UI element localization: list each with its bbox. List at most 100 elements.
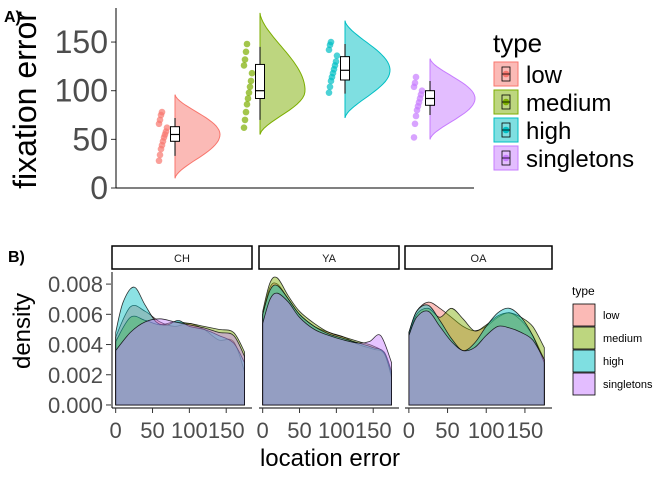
density-area-singletons: [115, 318, 245, 406]
legend-item-singletons: singletons: [493, 145, 634, 173]
panel-b-x-axis-title: location error: [260, 445, 400, 472]
x-tick-label: 150: [208, 418, 245, 443]
density-area-singletons: [408, 310, 545, 406]
data-point: [242, 48, 250, 56]
legend-item-high: high: [572, 349, 624, 373]
legend-swatch: [572, 303, 596, 327]
facet-OA: OA 0 50 100 150: [403, 245, 553, 443]
legend-label: high: [603, 356, 624, 368]
raincloud-low: [155, 94, 221, 179]
data-point: [326, 83, 334, 91]
data-point: [248, 69, 256, 77]
legend-label: low: [603, 310, 620, 322]
panel-a-y-axis-title: fixation error: [7, 11, 43, 189]
legend-item-low: low: [493, 61, 563, 89]
legend-label: singletons: [526, 146, 634, 173]
data-point: [241, 116, 249, 124]
density-half-violin: [259, 12, 306, 135]
panel-a-y-ticks: 0 50 100 150: [55, 24, 116, 206]
y-tick-label: 0.002: [48, 363, 103, 388]
panel-a-plot-area: [155, 12, 476, 179]
y-tick-label: 0.004: [48, 333, 103, 358]
data-point: [156, 151, 164, 159]
x-tick-label: 0: [257, 418, 269, 443]
density-area-high: [262, 284, 392, 406]
density-half-violin: [174, 94, 221, 179]
data-point: [333, 52, 341, 59]
x-tick-label: 50: [287, 418, 311, 443]
y-tick-label: 0.006: [48, 302, 103, 327]
panel-a-label: A): [4, 9, 21, 26]
legend-item-singletons: singletons: [572, 372, 653, 396]
legend-item-low: low: [572, 303, 620, 327]
data-point: [411, 120, 419, 128]
data-point: [240, 124, 248, 131]
x-tick-label: 100: [468, 418, 505, 443]
data-point: [155, 157, 163, 165]
x-tick-label: 50: [435, 418, 459, 443]
data-point: [332, 58, 340, 65]
data-point: [412, 73, 420, 81]
x-tick-label: 150: [355, 418, 392, 443]
raincloud-singletons: [410, 58, 476, 141]
data-point: [418, 87, 426, 95]
y-tick-label: 50: [72, 121, 108, 157]
data-point: [247, 77, 255, 85]
legend-swatch: [572, 326, 596, 350]
data-point: [241, 56, 249, 63]
density-half-violin: [344, 20, 391, 119]
facet-strip: [111, 245, 253, 270]
x-tick-label: 0: [403, 418, 415, 443]
legend-swatch: [572, 372, 596, 396]
legend-item-high: high: [493, 117, 571, 145]
y-tick-label: 0: [90, 170, 108, 206]
legend-swatch: [572, 349, 596, 373]
density-half-violin: [429, 58, 476, 140]
density-area-low: [115, 304, 245, 406]
data-point: [242, 108, 250, 116]
panel-b-y-axis-title: density: [9, 293, 36, 369]
panel-a-legend-title: type: [493, 28, 542, 58]
x-tick-label: 50: [140, 418, 164, 443]
data-point: [327, 38, 335, 46]
y-tick-label: 0.008: [48, 272, 103, 297]
data-point: [410, 134, 418, 141]
data-point: [243, 101, 251, 108]
facet-strip-label: CH: [174, 253, 190, 265]
x-tick-label: 150: [507, 418, 544, 443]
density-area-low: [262, 282, 392, 406]
data-point: [245, 89, 253, 96]
data-point: [325, 89, 333, 96]
legend-label: medium: [603, 333, 642, 345]
legend-label: low: [526, 62, 563, 89]
data-point: [240, 62, 248, 69]
data-point: [412, 112, 420, 120]
facet-strip: [258, 245, 400, 270]
x-tick-label: 100: [318, 418, 355, 443]
box: [255, 63, 265, 99]
legend-label: singletons: [603, 379, 653, 391]
facet-strip-label: OA: [471, 253, 488, 265]
y-tick-label: 150: [55, 24, 108, 60]
panel-b-legend-items: low medium high singletons: [572, 303, 653, 396]
facet-strip: [404, 245, 553, 270]
x-tick-label: 0: [110, 418, 122, 443]
legend-item-medium: medium: [572, 326, 642, 350]
legend-label: high: [526, 118, 571, 145]
data-point: [243, 40, 251, 48]
panel-b-y-ticks: 0.000 0.002 0.004 0.006 0.008: [48, 272, 111, 418]
y-tick-label: 100: [55, 73, 108, 109]
panel-a: A) fixation error 0 50 100 150 type lowmedi…: [4, 8, 634, 206]
raincloud-high: [325, 20, 391, 119]
panel-b-legend-title: type: [572, 284, 595, 298]
raincloud-medium: [240, 12, 306, 135]
y-tick-label: 0.000: [48, 393, 103, 418]
density-area-singletons: [262, 292, 392, 406]
panel-b: B) density location error 0.0000.0020.00…: [8, 245, 653, 472]
legend-item-medium: medium: [493, 89, 611, 117]
data-point: [163, 124, 171, 131]
